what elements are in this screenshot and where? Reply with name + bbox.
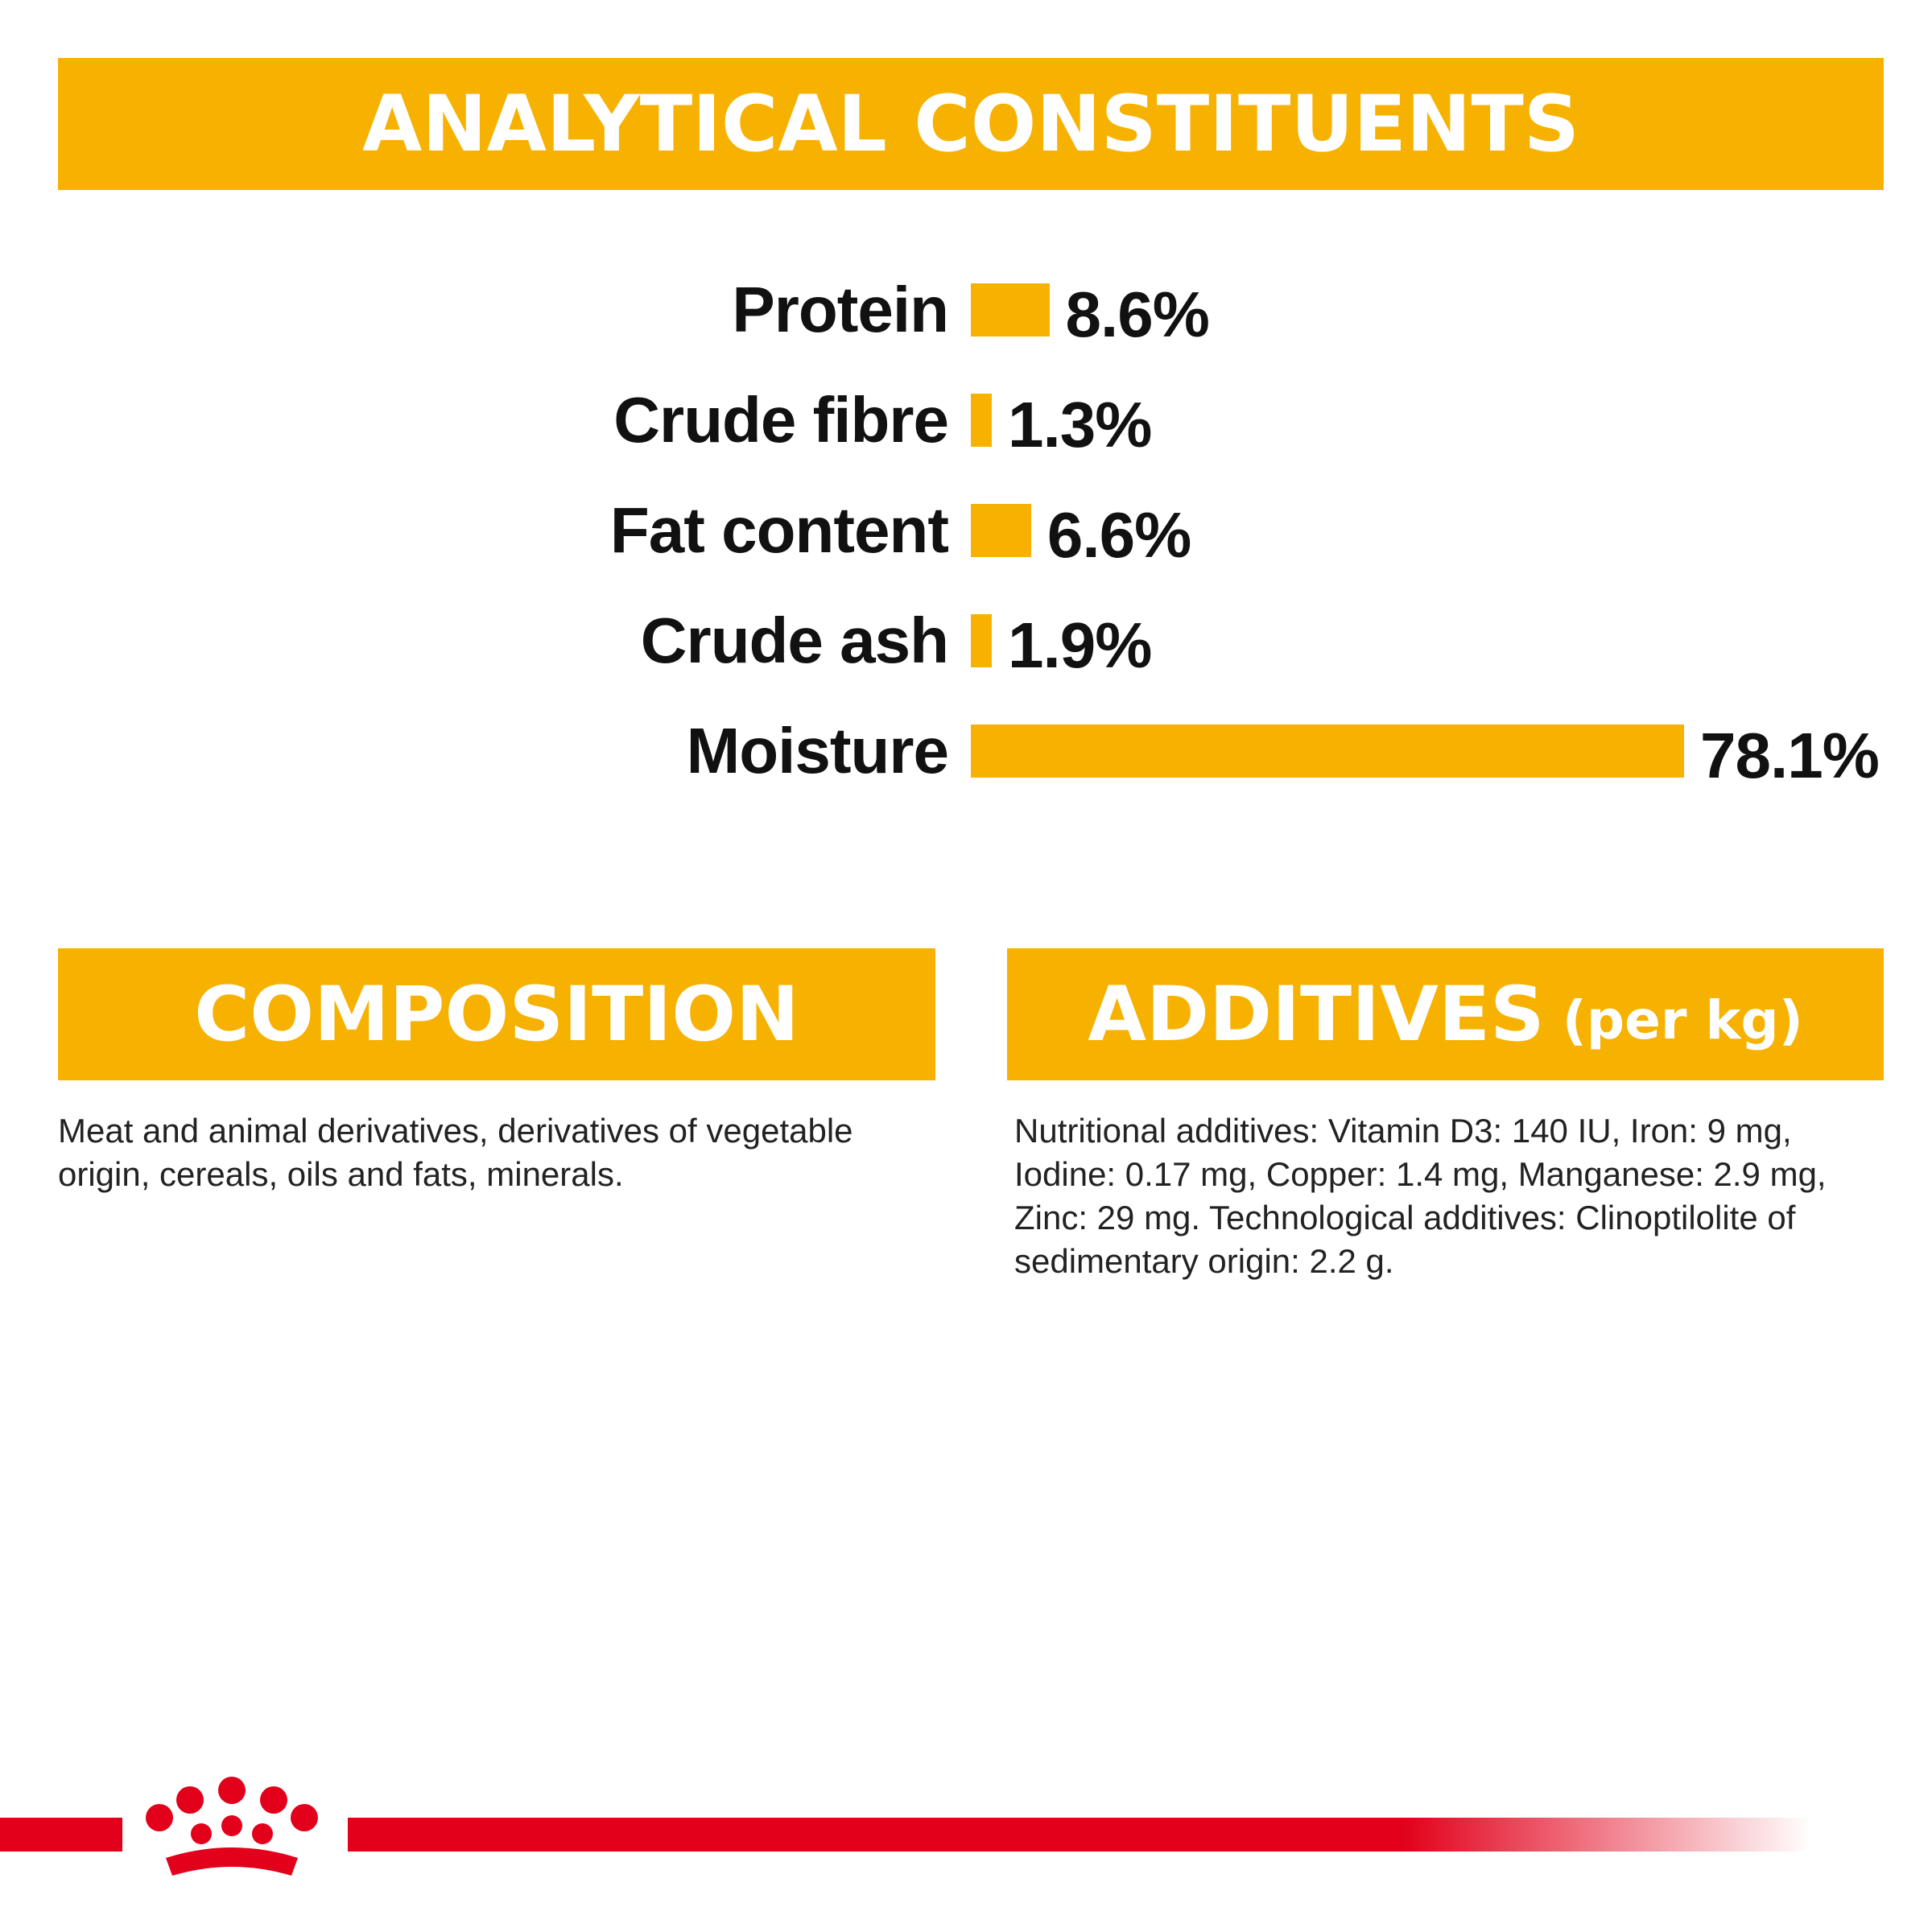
value-bar	[971, 724, 1684, 778]
additives-subtitle: (per kg)	[1562, 989, 1803, 1051]
additives-text: Nutritional additives: Vitamin D3: 140 I…	[1014, 1112, 1827, 1280]
chart-row: Crude fibre 1.3%	[0, 384, 1932, 460]
analytical-constituents-banner: ANALYTICAL CONSTITUENTS	[58, 58, 1884, 190]
chart-row: Protein 8.6%	[0, 274, 1932, 350]
royal-canin-crown-icon	[146, 1777, 318, 1876]
footer-red-line-left	[0, 1818, 122, 1852]
composition-title: COMPOSITION	[194, 970, 799, 1059]
chart-row: Crude ash 1.9%	[0, 605, 1932, 681]
category-label: Protein	[732, 274, 949, 345]
additives-banner: ADDITIVES (per kg)	[1007, 948, 1884, 1080]
value-bar	[971, 394, 992, 447]
chart-row: Moisture 78.1%	[0, 715, 1932, 791]
category-label: Crude fibre	[613, 384, 949, 456]
additives-title: ADDITIVES	[1088, 970, 1545, 1059]
value-bar	[971, 504, 1031, 557]
brand-footer-strip	[0, 1777, 1811, 1876]
footer-red-line-right	[348, 1818, 1811, 1852]
value-label: 1.3%	[1008, 389, 1152, 460]
value-label: 1.9%	[1008, 609, 1152, 681]
composition-text: Meat and animal derivatives, derivatives…	[58, 1112, 853, 1193]
category-label: Fat content	[609, 494, 949, 566]
composition-banner: COMPOSITION	[58, 948, 935, 1080]
analytical-constituents-title: ANALYTICAL CONSTITUENTS	[362, 79, 1579, 169]
chart-row: Fat content 6.6%	[0, 494, 1932, 571]
value-label: 8.6%	[1065, 279, 1210, 350]
value-label: 6.6%	[1046, 499, 1191, 571]
category-label: Crude ash	[640, 605, 949, 676]
value-bar	[971, 283, 1050, 336]
value-label: 78.1%	[1700, 720, 1880, 791]
value-bar	[971, 614, 992, 667]
category-label: Moisture	[686, 715, 949, 786]
